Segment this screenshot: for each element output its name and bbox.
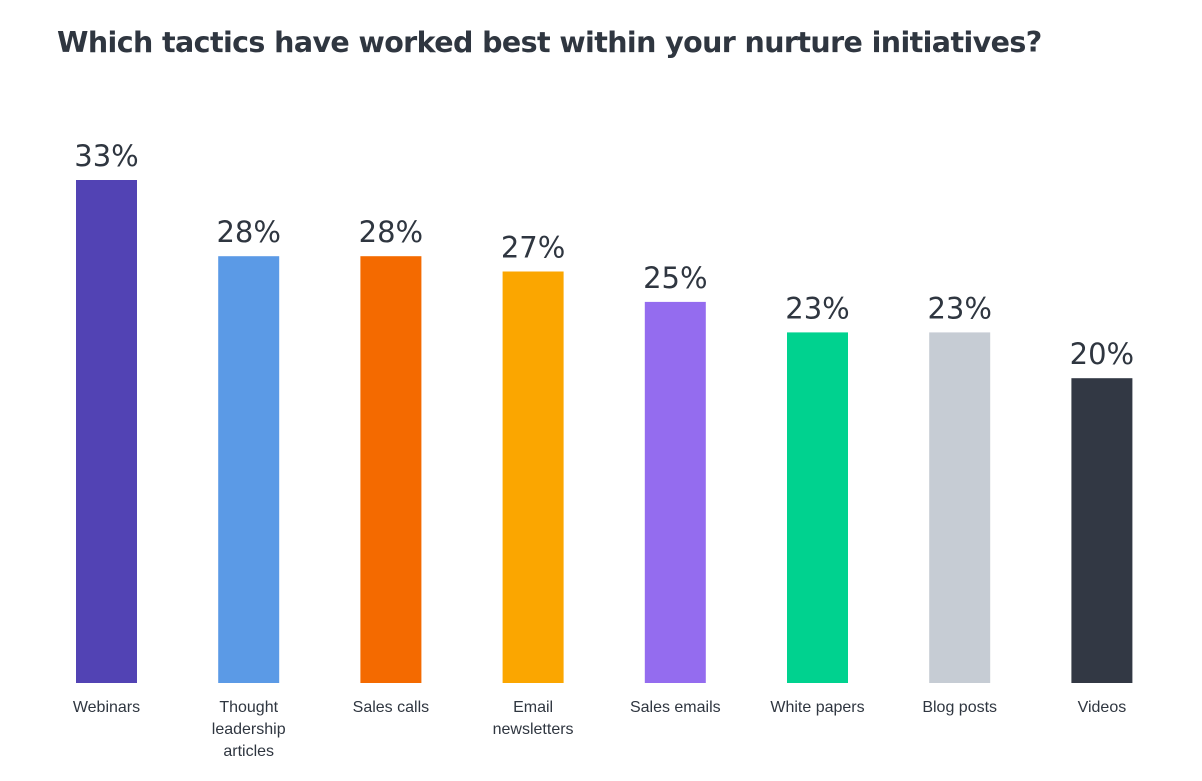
value-label-3: 27% xyxy=(501,231,565,265)
value-label-6: 23% xyxy=(927,291,991,325)
bar-2 xyxy=(360,256,422,683)
category-label-2-line-0: Sales calls xyxy=(353,699,429,716)
category-label-1-line-1: leadership xyxy=(212,721,286,738)
value-label-2: 28% xyxy=(359,215,423,249)
category-label-3-line-1: newsletters xyxy=(493,721,574,738)
category-label-3-line-0: Email xyxy=(513,699,553,716)
bar-6 xyxy=(929,332,991,683)
category-labels-group: Webinars Thought leadership articles Sales c… xyxy=(73,699,1126,760)
value-label-0: 33% xyxy=(74,139,138,173)
bar-3 xyxy=(502,271,564,683)
category-label-7: Videos xyxy=(1078,699,1127,716)
value-labels-group: 33% 28% 28% 27% 25% 23% 23% 20% xyxy=(74,139,1134,371)
category-label-1: Thought leadership articles xyxy=(212,699,286,760)
category-label-5: White papers xyxy=(770,699,864,716)
value-label-4: 25% xyxy=(643,261,707,295)
category-label-0-line-0: Webinars xyxy=(73,699,140,716)
bar-0 xyxy=(76,180,137,683)
bars-group xyxy=(76,180,1133,683)
bar-7 xyxy=(1071,378,1133,683)
category-label-5-line-0: White papers xyxy=(770,699,864,716)
category-label-7-line-0: Videos xyxy=(1078,699,1127,716)
category-label-0: Webinars xyxy=(73,699,140,716)
category-label-4-line-0: Sales emails xyxy=(630,699,721,716)
value-label-1: 28% xyxy=(216,215,280,249)
category-label-6-line-0: Blog posts xyxy=(922,699,997,716)
bar-4 xyxy=(644,301,706,683)
category-label-1-line-0: Thought xyxy=(219,699,278,716)
bar-5 xyxy=(787,332,848,683)
chart-title: Which tactics have worked best within yo… xyxy=(57,26,1042,59)
category-label-1-line-2: articles xyxy=(223,743,274,760)
value-label-7: 20% xyxy=(1070,337,1134,371)
value-label-5: 23% xyxy=(785,291,849,325)
category-label-6: Blog posts xyxy=(922,699,997,716)
category-label-4: Sales emails xyxy=(630,699,721,716)
category-label-2: Sales calls xyxy=(353,699,429,716)
bar-1 xyxy=(218,256,280,683)
category-label-3: Email newsletters xyxy=(493,699,574,738)
